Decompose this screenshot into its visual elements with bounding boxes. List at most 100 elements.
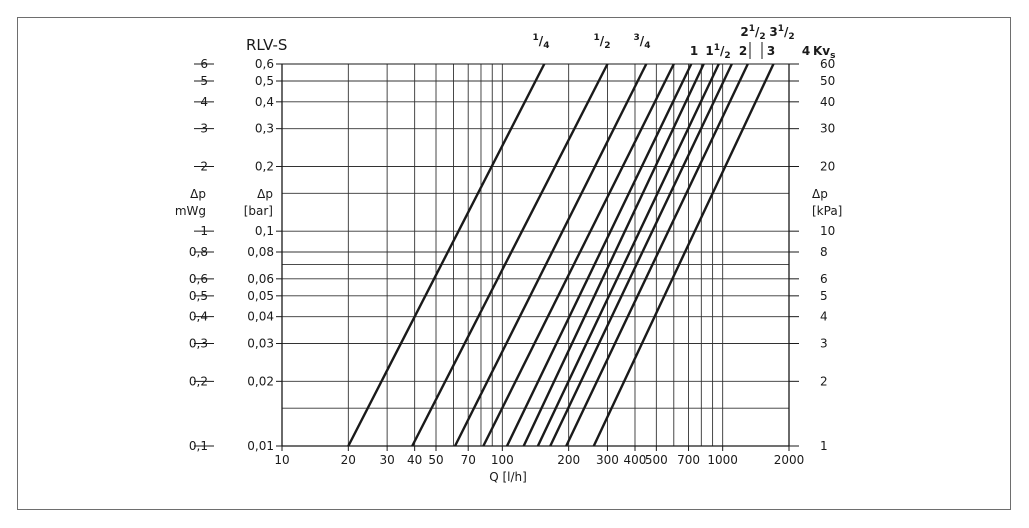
y-right-axis-label: Δp (812, 187, 828, 201)
curve-label-whole: 4 (802, 44, 810, 58)
chart-title: RLV-S (246, 36, 287, 54)
y-left-tick-label: 0,1 (189, 439, 208, 453)
curve-label: 3 (767, 44, 775, 58)
y-left-tick-label: 0,3 (189, 337, 208, 351)
series-line (549, 63, 733, 447)
y-left-axis-label: Δp (190, 187, 206, 201)
curve-label-denominator: 4 (543, 41, 549, 51)
y-mid-tick-label: 0,2 (255, 159, 274, 173)
y-left-tick-label: 4 (200, 95, 208, 109)
series-line (482, 63, 675, 447)
y-mid-tick-label: 0,03 (247, 337, 274, 351)
curve-label: 1/4 (533, 33, 550, 51)
y-mid-tick-label: 0,08 (247, 245, 274, 259)
kv-label-subscript: s (830, 51, 835, 61)
y-left-tick-label: 0,6 (189, 272, 208, 286)
curve-label-denominator: 4 (644, 41, 650, 51)
curve-label: 1/2 (594, 33, 611, 51)
y-mid-tick-label: 0,6 (255, 57, 274, 71)
curve-label-denominator: 2 (759, 32, 765, 42)
series-lines (347, 63, 775, 447)
x-tick-label: 30 (379, 453, 394, 467)
series-line (505, 63, 693, 447)
y-right-tick-label: 30 (820, 122, 835, 136)
series-line (347, 63, 546, 447)
curve-label-slash: / (720, 44, 725, 58)
x-tick-label: 2000 (774, 453, 805, 467)
y-right-tick-label: 50 (820, 74, 835, 88)
y-mid-tick-label: 0,5 (255, 74, 274, 88)
curve-label-numerator: 1 (714, 43, 720, 53)
y-right-tick-label: 4 (820, 310, 828, 324)
y-mid-tick-label: 0,02 (247, 374, 274, 388)
y-right-tick-label: 40 (820, 95, 835, 109)
curve-label-slash: / (755, 25, 760, 39)
curve-label-denominator: 2 (724, 51, 730, 61)
y-mid-axis-label: [bar] (244, 204, 273, 218)
curve-label-slash: / (784, 25, 789, 39)
x-tick-label: 100 (491, 453, 514, 467)
curve-label-slash: / (539, 34, 544, 48)
curve-label-denominator: 2 (788, 32, 794, 42)
y-right-tick-label: 10 (820, 224, 835, 238)
y-left-tick-label: 3 (200, 122, 208, 136)
x-axis-title: Q [l/h] (489, 470, 527, 484)
series-line (536, 63, 720, 447)
curve-label-numerator: 3 (634, 33, 640, 43)
y-mid-tick-label: 0,01 (247, 439, 274, 453)
y-right-tick-label: 3 (820, 337, 828, 351)
y-right-tick-label: 1 (820, 439, 828, 453)
y-mid-tick-label: 0,04 (247, 310, 274, 324)
chart-labels: RLV-S Q [l/h] Kvs ΔpmWgΔp[bar]Δp[kPa]1/4… (175, 24, 843, 484)
curve-label: 31/2 (769, 24, 794, 42)
y-right-axis-label: [kPa] (812, 204, 842, 218)
series-line (565, 63, 749, 447)
y-left-tick-label: 0,2 (189, 374, 208, 388)
chart-frame: 10 20 30 40 50 70 100 200 300 400 500 700 1000 2000 6 5… (17, 17, 1011, 510)
x-tick-label: 300 (596, 453, 619, 467)
kv-label-main: Kv (813, 44, 830, 58)
series-line (522, 63, 705, 447)
series-line (453, 63, 648, 447)
curve-label-whole: 3 (769, 25, 777, 39)
curve-label: 21/2 (740, 24, 765, 42)
y-left-tick-label: 5 (200, 74, 208, 88)
x-tick-label: 400 (624, 453, 647, 467)
curve-label-whole: 1 (690, 44, 698, 58)
curve-label-denominator: 2 (604, 41, 610, 51)
y-left-tick-label: 0,5 (189, 289, 208, 303)
y-left-axis-label: mWg (175, 204, 206, 218)
curve-label: 4 (802, 44, 810, 58)
series-line (411, 63, 609, 447)
y-mid-axis-label: Δp (257, 187, 273, 201)
kv-label: Kvs (813, 44, 835, 61)
y-right-tick-label: 5 (820, 289, 828, 303)
x-tick-label: 200 (557, 453, 580, 467)
curve-label-slash: / (640, 34, 645, 48)
y-right-tick-label: 8 (820, 245, 828, 259)
curve-label-whole: 2 (739, 44, 747, 58)
x-tick-label: 500 (645, 453, 668, 467)
y-right-tick-label: 20 (820, 159, 835, 173)
y-left-tick-label: 1 (200, 224, 208, 238)
y-right-tick-label: 60 (820, 57, 835, 71)
x-tick-label: 1000 (707, 453, 738, 467)
y-mid-tick-label: 0,05 (247, 289, 274, 303)
y-left-tick-label: 6 (200, 57, 208, 71)
y-left-tick-label: 2 (200, 159, 208, 173)
curve-label-slash: / (600, 34, 605, 48)
y-mid-tick-label: 0,1 (255, 224, 274, 238)
x-tick-label: 40 (407, 453, 422, 467)
curve-label-whole: 3 (767, 44, 775, 58)
curve-label-whole: 1 (705, 44, 713, 58)
x-tick-label: 10 (274, 453, 289, 467)
curve-label: 2 (739, 44, 747, 58)
y-right-tick-label: 2 (820, 374, 828, 388)
curve-label-numerator: 1 (533, 33, 539, 43)
y-mid-tick-label: 0,4 (255, 95, 274, 109)
curve-label-whole: 2 (740, 25, 748, 39)
curve-label: 11/2 (705, 43, 730, 61)
curve-label-numerator: 1 (749, 24, 755, 34)
